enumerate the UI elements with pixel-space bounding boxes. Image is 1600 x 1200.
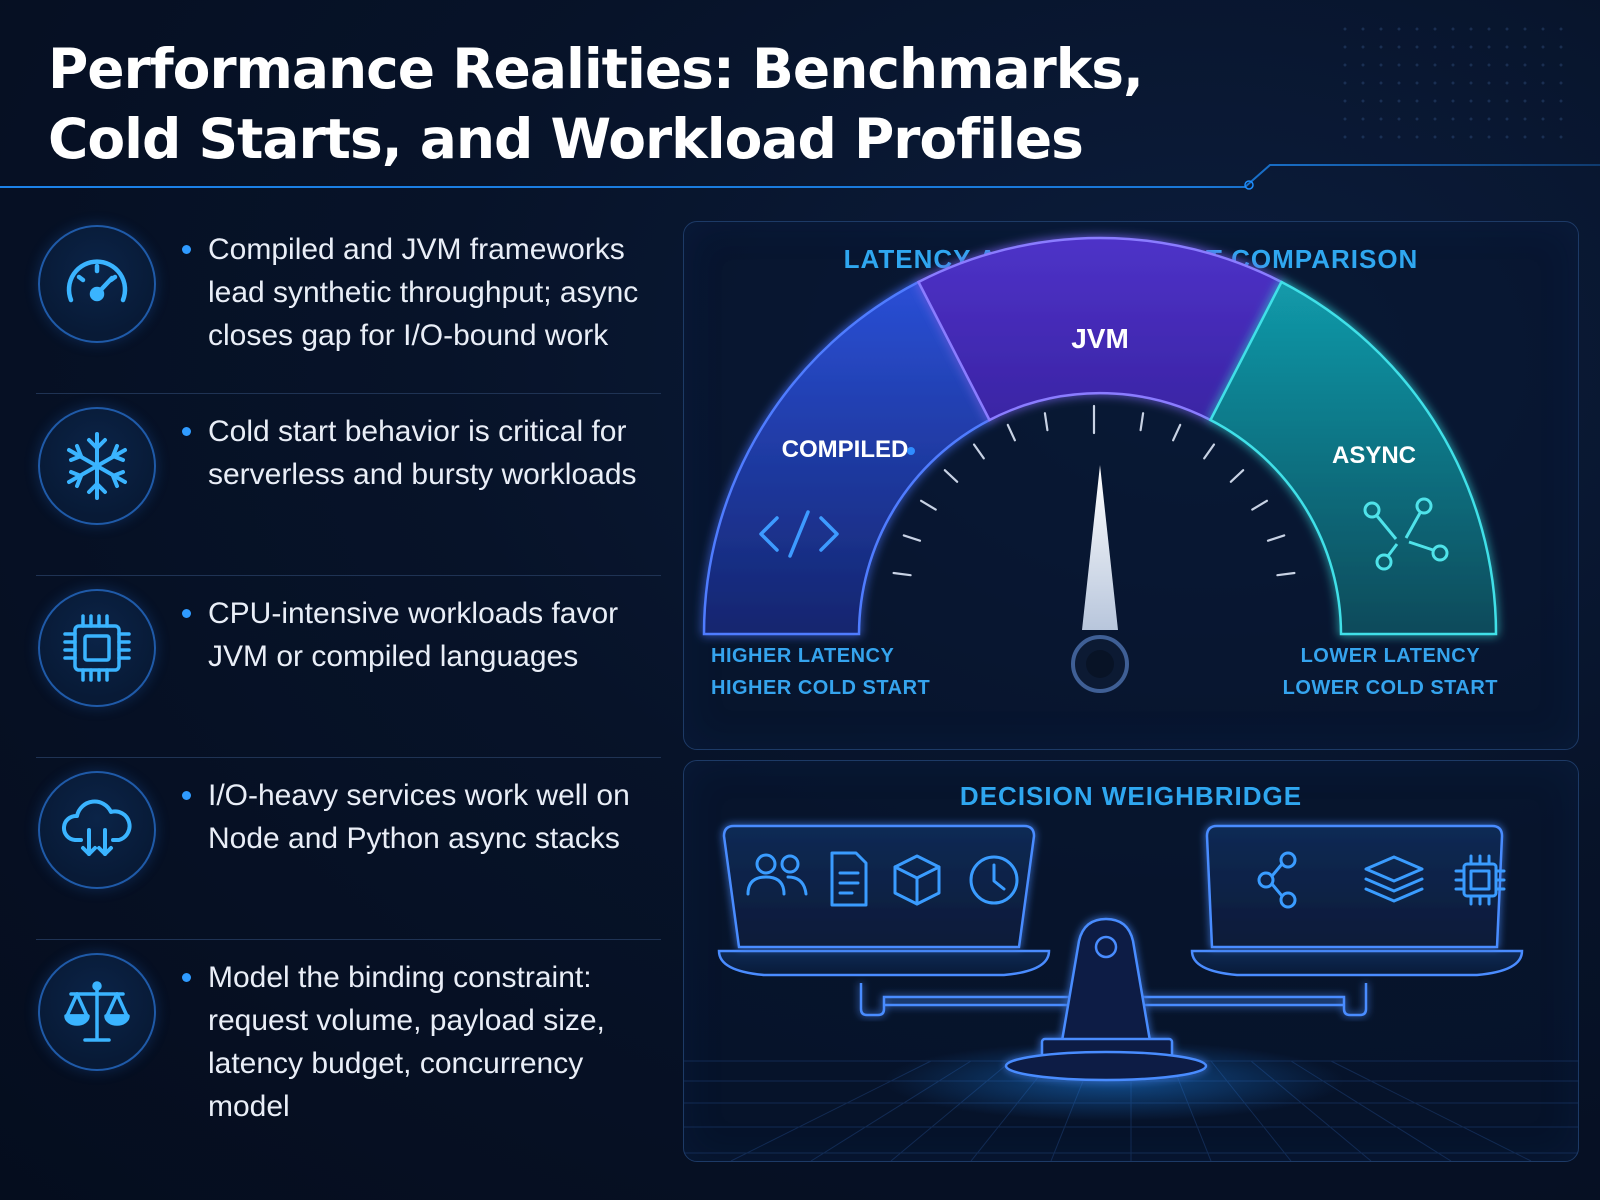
share-nodes-icon: [1257, 851, 1297, 909]
gauge-needle: [1082, 465, 1118, 630]
package-cube-icon: [893, 854, 941, 906]
code-brackets-icon: [759, 510, 839, 558]
key-points-list: Compiled and JVM frameworks lead synthet…: [36, 212, 661, 1123]
balance-scale-icon: [38, 953, 156, 1071]
list-item: Model the binding constraint: request vo…: [36, 940, 661, 1123]
clock-icon: [969, 855, 1019, 905]
bullet: [182, 427, 191, 436]
decision-weighbridge-panel: DECISION WEIGHBRIDGE: [683, 760, 1579, 1162]
higher-latency-label: HIGHER LATENCY: [711, 645, 895, 667]
lower-latency-label: LOWER LATENCY: [1300, 645, 1481, 667]
left-scale-label: HIGHER LATENCY HIGHER COLD START: [711, 640, 930, 704]
point-text: I/O-heavy services work well on Node and…: [208, 779, 630, 855]
layers-icon: [1364, 855, 1424, 903]
lower-cold-start-label: LOWER COLD START: [1282, 677, 1498, 699]
weighbridge-illustration: [684, 824, 1578, 1161]
segment-label-async: ASYNC: [1332, 442, 1416, 469]
speedometer-icon: [38, 225, 156, 343]
higher-cold-start-label: HIGHER COLD START: [711, 677, 931, 699]
segment-marker-dot: [907, 447, 915, 455]
point-text: CPU-intensive workloads favor JVM or com…: [208, 597, 619, 673]
cpu-chip-icon: [1454, 854, 1506, 906]
bullet: [182, 973, 191, 982]
gauge-segment-jvm: [916, 236, 1284, 422]
left-scale-pan: [717, 824, 1051, 977]
latency-gauge: COMPILED JVM ASYNC: [702, 236, 1498, 693]
point-text: Cold start behavior is critical for serv…: [208, 415, 637, 491]
point-text: Model the binding constraint: request vo…: [208, 961, 605, 1123]
decorative-dot-grid: [1336, 20, 1576, 150]
bullet: [182, 245, 191, 254]
network-nodes-icon: [1363, 497, 1449, 571]
panel-title: DECISION WEIGHBRIDGE: [959, 781, 1303, 811]
bullet: [182, 609, 191, 618]
right-scale-label: LOWER LATENCY LOWER COLD START: [1283, 640, 1498, 704]
document-icon: [830, 851, 868, 907]
page-title: Performance Realities: Benchmarks, Cold …: [48, 34, 1248, 174]
bullet: [182, 791, 191, 800]
segment-label-jvm: JVM: [1071, 323, 1129, 354]
scale-fulcrum: [1004, 917, 1208, 1082]
page-title-line-2: Cold Starts, and Workload Profiles: [48, 107, 1084, 171]
list-item: Compiled and JVM frameworks lead synthet…: [36, 212, 661, 394]
gauge-ticks: [892, 404, 1296, 577]
header-divider: [0, 164, 1600, 190]
latency-comparison-panel: LATENCY AND COLD-START COMPARISON: [683, 221, 1579, 750]
cloud-download-icon: [38, 771, 156, 889]
snowflake-icon: [38, 407, 156, 525]
cpu-chip-icon: [38, 589, 156, 707]
segment-label-compiled: COMPILED: [782, 436, 909, 463]
list-item: Cold start behavior is critical for serv…: [36, 394, 661, 576]
page-title-line-1: Performance Realities: Benchmarks,: [48, 37, 1144, 101]
list-item: CPU-intensive workloads favor JVM or com…: [36, 576, 661, 758]
list-item: I/O-heavy services work well on Node and…: [36, 758, 661, 940]
point-text: Compiled and JVM frameworks lead synthet…: [208, 233, 639, 352]
users-icon: [746, 853, 808, 896]
